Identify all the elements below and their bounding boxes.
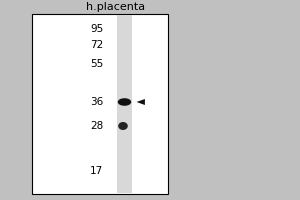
Text: 36: 36 [90, 97, 104, 107]
Ellipse shape [118, 98, 131, 106]
Text: h.placenta: h.placenta [86, 2, 145, 12]
Text: 28: 28 [90, 121, 104, 131]
Ellipse shape [118, 122, 128, 130]
Text: 95: 95 [90, 24, 104, 34]
Text: 17: 17 [90, 166, 104, 176]
Text: 55: 55 [90, 59, 104, 69]
Text: 72: 72 [90, 40, 104, 50]
Bar [32, 14, 168, 194]
Bar [117, 15, 132, 193]
Polygon shape [136, 99, 145, 105]
